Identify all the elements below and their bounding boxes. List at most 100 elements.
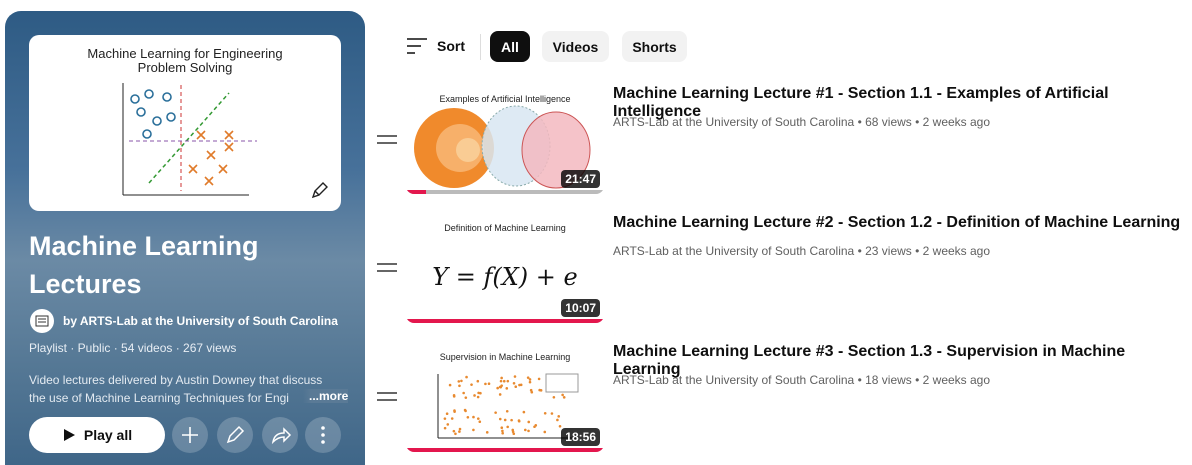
dot: [453, 410, 456, 413]
dot: [528, 380, 532, 384]
duration: 18:56: [561, 428, 600, 446]
dot: [513, 375, 517, 378]
dot: [454, 432, 457, 436]
dot: [498, 417, 502, 421]
sort-label[interactable]: Sort: [437, 38, 465, 54]
dot: [506, 379, 510, 383]
dot: [557, 415, 561, 418]
dot: [538, 388, 541, 392]
video-thumbnail[interactable]: Supervision in Machine Learning 18:56: [406, 340, 604, 452]
dot: [466, 415, 470, 419]
drag-handle[interactable]: [377, 391, 397, 403]
video-thumbnail[interactable]: Examples of Artificial Intelligence 21:4…: [406, 82, 604, 194]
dot: [524, 428, 527, 432]
dot: [463, 408, 467, 412]
thumbnail-formula: Y = f(X) + e: [432, 263, 578, 291]
chip[interactable]: Shorts: [622, 31, 687, 62]
edit-button[interactable]: [217, 417, 253, 453]
dot: [502, 379, 506, 383]
dot: [512, 381, 516, 385]
dot: [501, 429, 504, 433]
chip[interactable]: All: [490, 31, 530, 62]
play-all-button[interactable]: Play all: [29, 417, 165, 453]
dot: [505, 409, 509, 413]
thumbnail-title: Machine Learning for Engineering Problem…: [87, 46, 283, 75]
sort-icon[interactable]: [407, 38, 429, 56]
progress-fill: [406, 319, 604, 323]
play-icon: [63, 429, 75, 441]
dot: [556, 418, 559, 422]
playlist-panel: Machine Learning for Engineering Problem…: [5, 11, 365, 465]
dot: [519, 383, 523, 387]
more-link[interactable]: ...more: [303, 389, 349, 403]
thumbnail-art: [414, 105, 591, 189]
dot: [503, 418, 507, 422]
video-meta: ARTS-Lab at the University of South Caro…: [613, 373, 991, 387]
dot: [470, 383, 473, 386]
edit-icon[interactable]: [309, 181, 329, 201]
add-button[interactable]: [172, 417, 208, 453]
dot: [448, 383, 452, 387]
dot: [452, 395, 456, 398]
dot: [558, 424, 562, 428]
video-title[interactable]: Machine Learning Lecture #2 - Section 1.…: [613, 214, 1181, 231]
dot: [528, 378, 532, 381]
menu-button[interactable]: [305, 417, 341, 453]
video-meta: ARTS-Lab at the University of South Caro…: [613, 244, 991, 258]
video-title[interactable]: Machine Learning Lecture #1 - Section 1.…: [613, 85, 1109, 120]
thumbnail-art: [437, 373, 579, 439]
progress-fill: [406, 448, 604, 452]
dot: [443, 426, 447, 430]
dot: [476, 395, 480, 399]
dot: [500, 426, 504, 430]
dot: [500, 384, 503, 387]
dot: [534, 424, 538, 427]
dot: [478, 420, 482, 424]
dot: [506, 425, 509, 429]
playlist-title: Machine Learning Lectures: [29, 231, 259, 299]
dot: [561, 393, 564, 397]
video-thumbnail[interactable]: Definition of Machine Learning Y = f(X) …: [406, 211, 604, 323]
dot: [443, 417, 447, 420]
dot: [527, 420, 531, 424]
dot: [517, 419, 521, 423]
divider: [480, 34, 481, 60]
dot: [473, 394, 476, 397]
dot: [494, 411, 497, 414]
dot: [460, 379, 463, 383]
dot: [458, 430, 461, 433]
dot: [500, 376, 503, 380]
thumbnail-art: [122, 83, 257, 196]
dot: [511, 430, 515, 434]
thumbnail-title: Definition of Machine Learning: [444, 223, 566, 233]
drag-handle[interactable]: [377, 134, 397, 146]
dot: [543, 430, 547, 434]
dot: [496, 386, 499, 390]
thumbnail-title: Supervision in Machine Learning: [439, 352, 571, 362]
dot: [550, 412, 554, 415]
video-meta: ARTS-Lab at the University of South Caro…: [613, 115, 991, 129]
dot: [552, 396, 556, 399]
video-title[interactable]: Machine Learning Lecture #3 - Section 1.…: [613, 343, 1126, 378]
dot: [529, 388, 533, 392]
playlist-thumbnail[interactable]: Machine Learning for Engineering Problem…: [29, 35, 341, 211]
playlist-owner[interactable]: by ARTS-Lab at the University of South C…: [63, 314, 338, 328]
share-button[interactable]: [262, 417, 298, 453]
progress-fill: [406, 190, 426, 194]
dot: [562, 396, 566, 399]
dot: [445, 412, 449, 416]
drag-handle[interactable]: [377, 262, 397, 274]
channel-avatar[interactable]: [30, 309, 54, 333]
duration: 10:07: [561, 299, 600, 317]
dot: [485, 431, 489, 434]
dot: [472, 415, 475, 419]
dot: [484, 382, 487, 386]
chip[interactable]: Videos: [542, 31, 609, 62]
dot: [514, 385, 518, 389]
dot: [512, 432, 516, 436]
dot: [457, 380, 461, 383]
dot: [498, 393, 502, 396]
dot: [464, 396, 468, 399]
dot: [505, 387, 509, 390]
